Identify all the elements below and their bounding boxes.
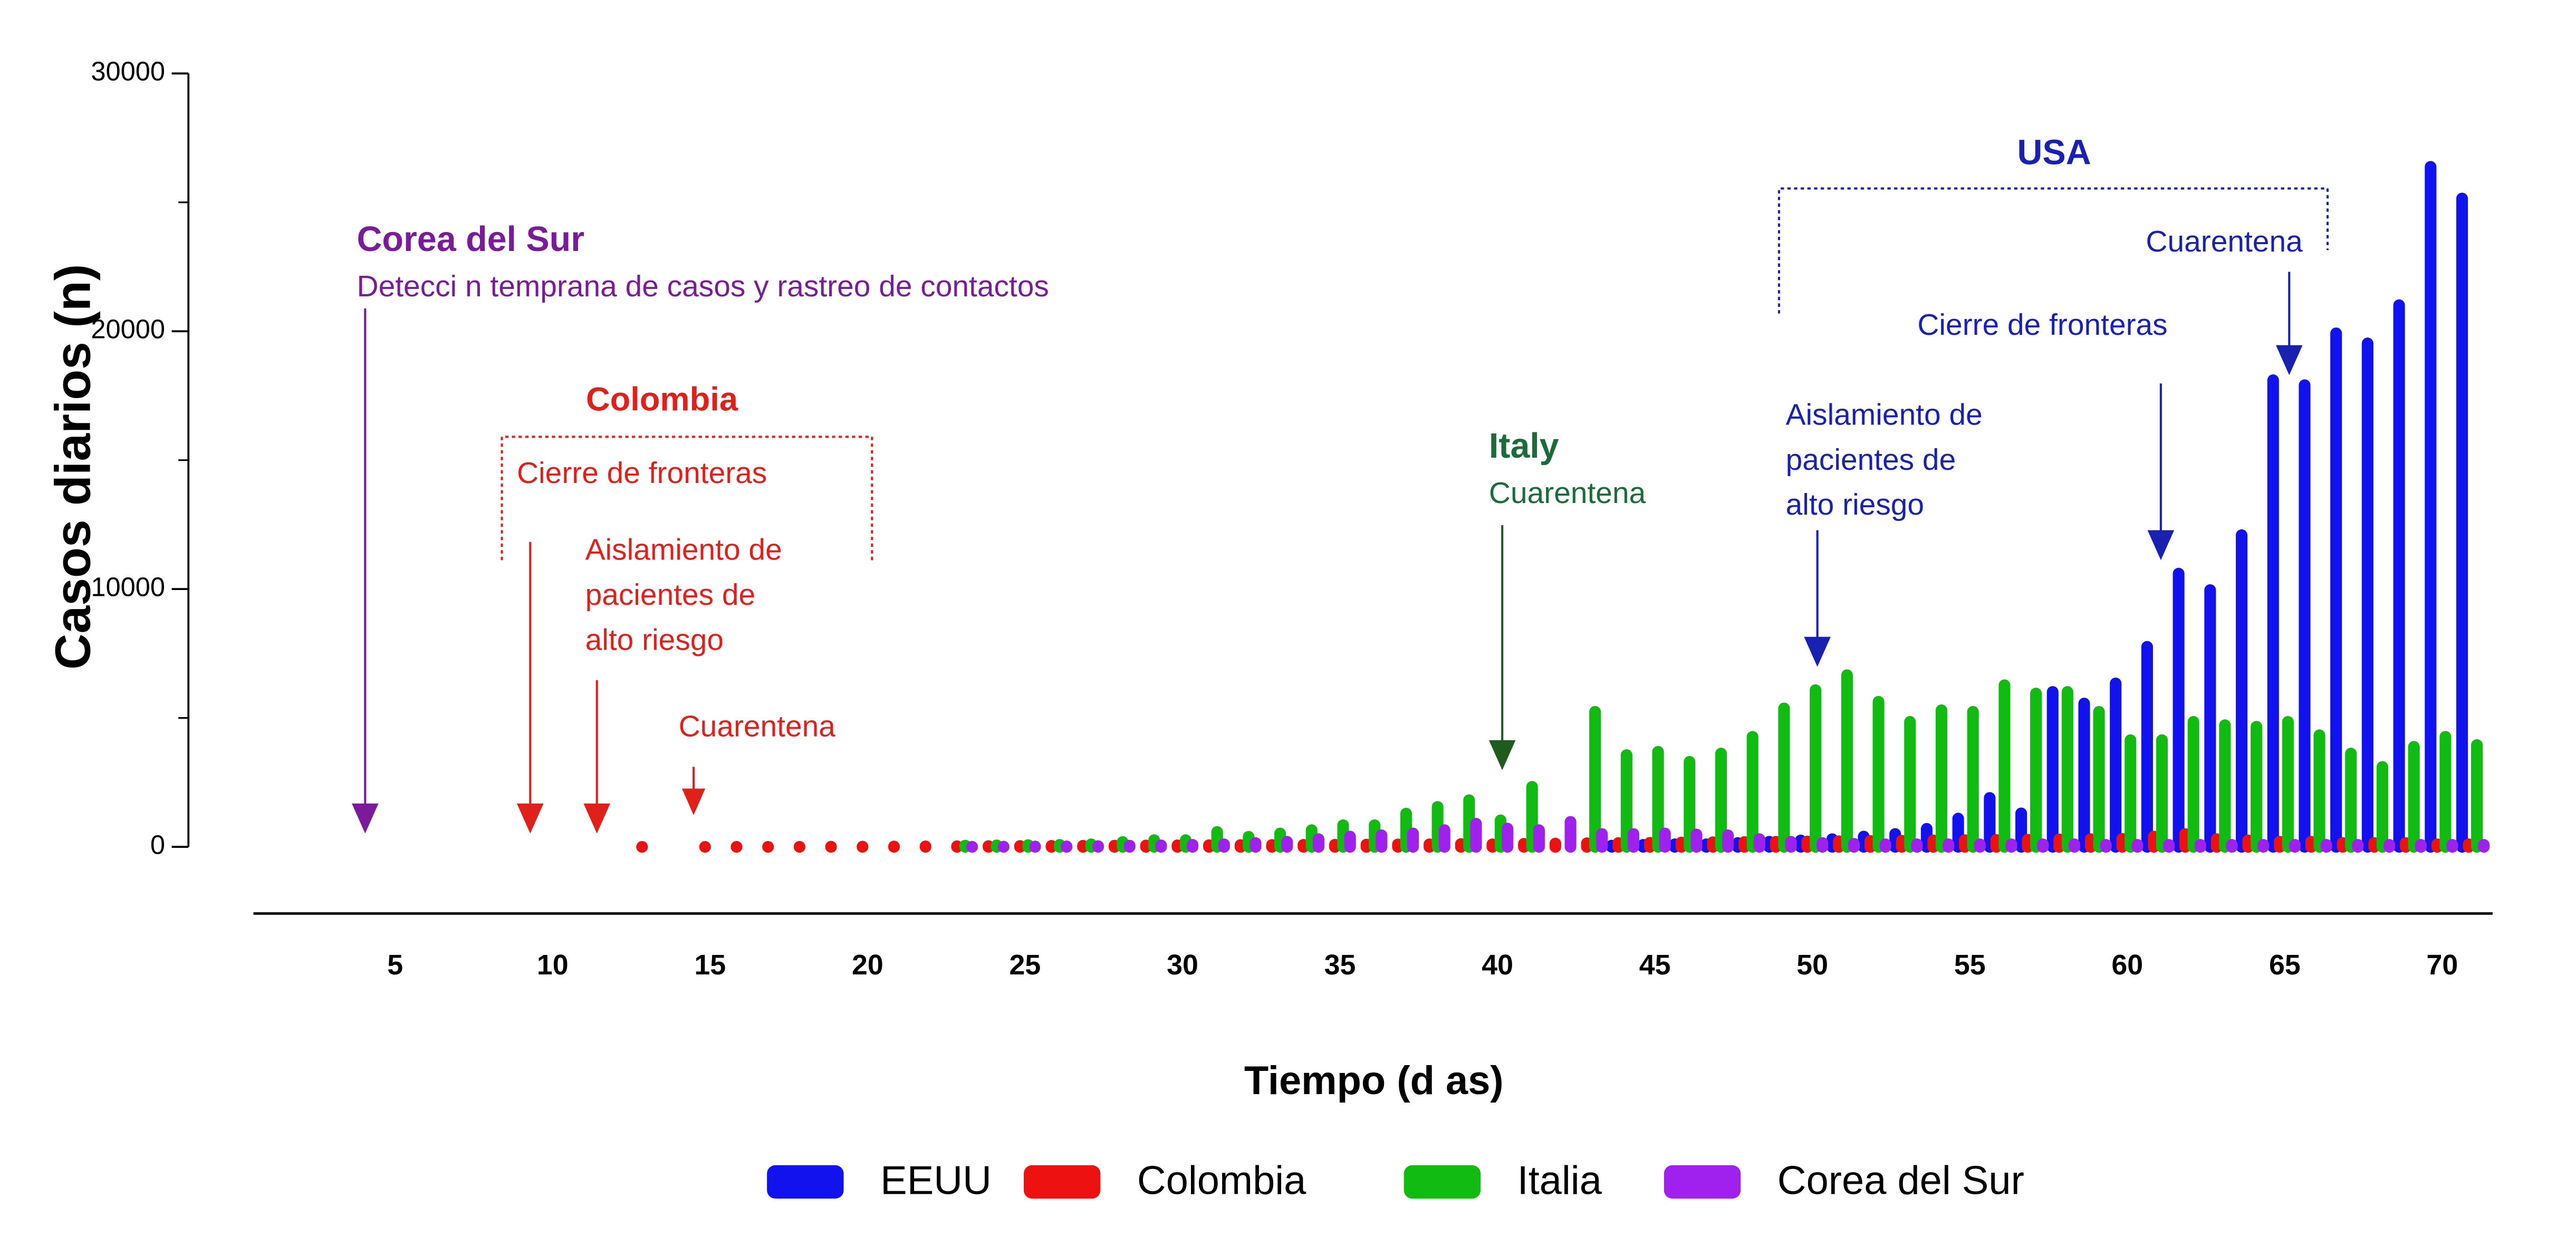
legend-label: Corea del Sur <box>1777 1158 2024 1203</box>
x-tick-label: 30 <box>1167 949 1198 981</box>
x-tick-label: 50 <box>1796 949 1828 981</box>
annotation: alto riesgo <box>585 623 724 656</box>
legend-swatch <box>1404 1165 1481 1199</box>
legend-label: EEUU <box>880 1158 992 1203</box>
annotation: alto riesgo <box>1786 488 1924 521</box>
legend-label: Italia <box>1517 1158 1602 1203</box>
x-tick-label: 60 <box>2111 949 2143 981</box>
annotation: Cuarentena <box>1489 476 1646 510</box>
annotation: Colombia <box>586 381 738 418</box>
annotation: Aislamiento de <box>1786 398 1983 432</box>
annotation: Cierre de fronteras <box>1917 308 2167 342</box>
y-tick-label: 30000 <box>91 56 165 86</box>
legend-label: Colombia <box>1137 1158 1306 1203</box>
x-tick-label: 65 <box>2269 949 2301 981</box>
x-tick-label: 5 <box>387 949 403 981</box>
annotation: Aislamiento de <box>585 533 782 567</box>
y-axis-label: Casos diarios (n) <box>45 264 101 670</box>
x-tick-label: 45 <box>1639 949 1671 981</box>
y-tick-label: 10000 <box>91 572 165 602</box>
x-tick-label: 10 <box>537 949 569 981</box>
annotation: pacientes de <box>1786 443 1956 477</box>
x-tick-label: 15 <box>694 949 726 981</box>
x-tick-label: 25 <box>1010 949 1041 981</box>
x-tick-label: 70 <box>2427 949 2458 981</box>
annotation: Corea del Sur <box>357 220 584 259</box>
annotation: Cierre de fronteras <box>517 456 767 490</box>
x-tick-label: 55 <box>1954 949 1986 981</box>
y-tick-label: 20000 <box>91 314 165 344</box>
x-tick-label: 20 <box>852 949 883 981</box>
annotation: Cuarentena <box>2146 225 2303 258</box>
x-tick-label: 35 <box>1324 949 1356 981</box>
x-tick-label: 40 <box>1482 949 1513 981</box>
annotation: Italy <box>1489 427 1559 466</box>
annotation: Cuarentena <box>679 710 836 743</box>
legend-swatch <box>1023 1165 1101 1199</box>
y-tick-label: 0 <box>150 829 165 859</box>
annotation-arrows <box>352 187 2329 834</box>
annotation: Detecci n temprana de casos y rastreo de… <box>357 269 1049 303</box>
annotation: pacientes de <box>585 578 756 612</box>
legend-swatch <box>767 1165 844 1199</box>
legend-swatch <box>1664 1165 1741 1199</box>
annotation: USA <box>2017 133 2091 172</box>
x-axis-label: Tiempo (d as) <box>1244 1058 1504 1103</box>
